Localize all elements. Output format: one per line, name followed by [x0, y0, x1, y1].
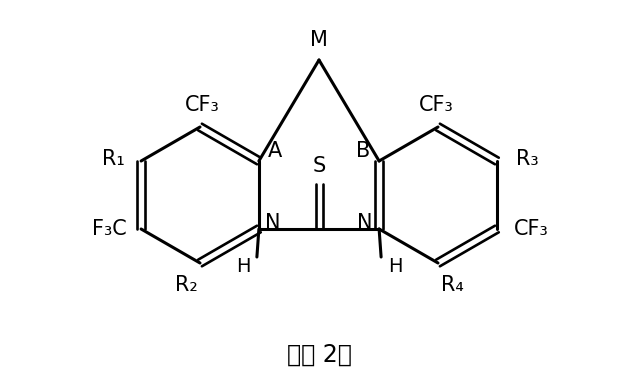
Text: B: B	[356, 141, 370, 161]
Text: （式 2）: （式 2）	[286, 343, 352, 367]
Text: H: H	[388, 257, 403, 277]
Text: R₃: R₃	[516, 149, 538, 169]
Text: R₄: R₄	[441, 275, 463, 295]
Text: CF₃: CF₃	[419, 95, 454, 115]
Text: CF₃: CF₃	[514, 219, 548, 239]
Text: S: S	[313, 156, 325, 176]
Text: R₂: R₂	[175, 275, 197, 295]
Text: F₃C: F₃C	[92, 219, 126, 239]
Text: N: N	[265, 213, 281, 233]
Text: H: H	[235, 257, 250, 277]
Text: R₁: R₁	[101, 149, 124, 169]
Text: A: A	[268, 141, 282, 161]
Text: M: M	[310, 30, 328, 50]
Text: CF₃: CF₃	[184, 95, 219, 115]
Text: N: N	[357, 213, 373, 233]
